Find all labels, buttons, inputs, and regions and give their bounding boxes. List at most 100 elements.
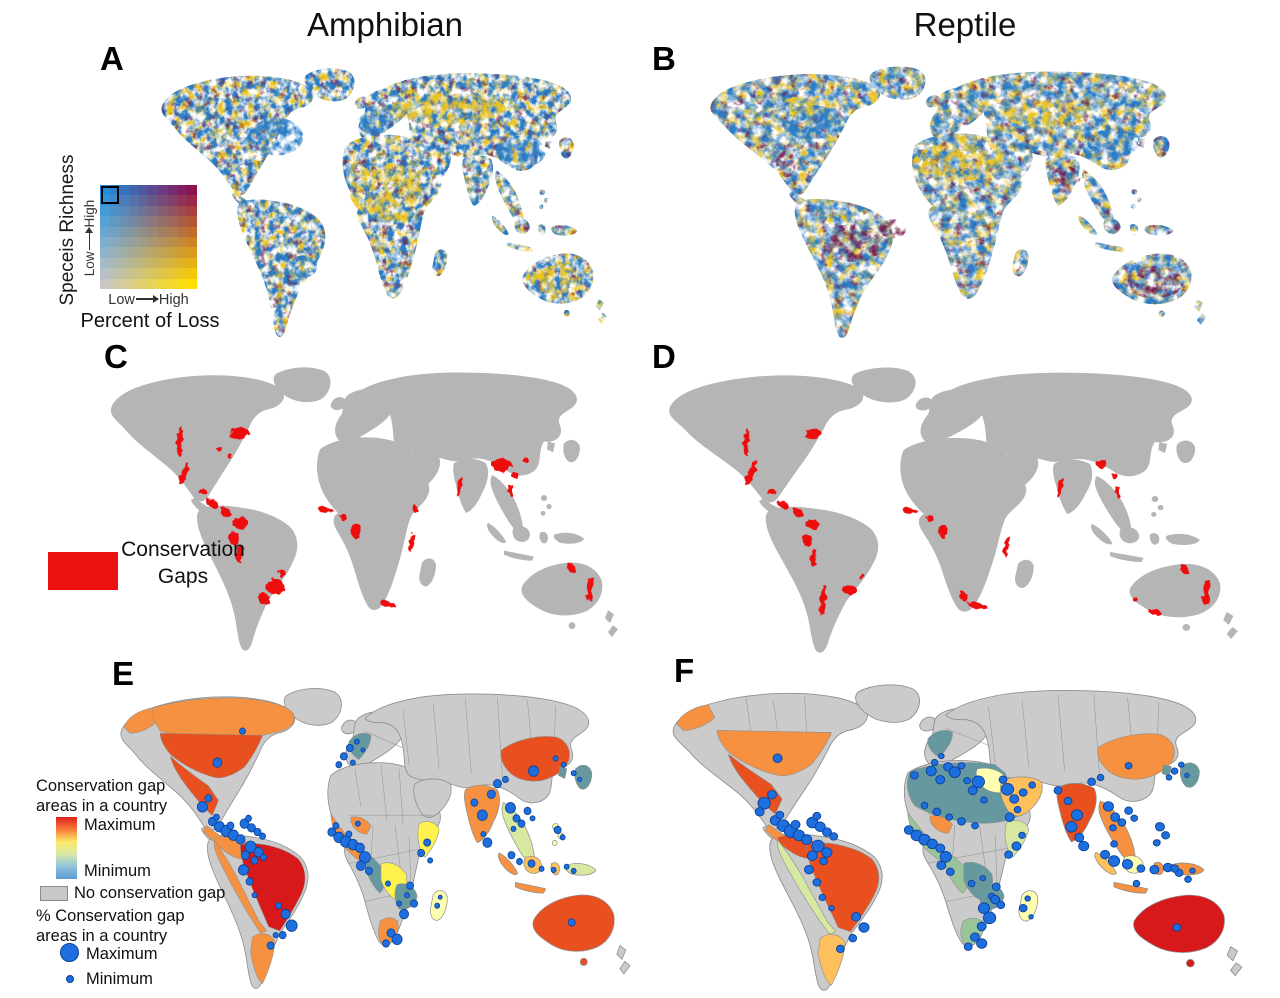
gap-circle <box>204 794 213 803</box>
gap-circle <box>935 774 946 785</box>
gap-circle <box>260 853 267 861</box>
gap-area <box>258 593 270 604</box>
bivar-cell <box>177 205 188 217</box>
gap-circle <box>971 775 985 789</box>
bivar-cell <box>177 278 188 289</box>
bivariate-y-axis-label: Speceis Richness <box>57 154 78 306</box>
bivar-cell <box>100 185 110 196</box>
gap-area <box>351 522 361 539</box>
bivar-cell <box>167 226 178 237</box>
bivar-cell <box>109 195 120 206</box>
bivar-cell <box>109 247 120 258</box>
gap-circle <box>238 864 249 876</box>
bivariate-x-axis-label: Percent of Loss <box>80 310 220 332</box>
bivar-cell <box>109 205 120 217</box>
gap-circle <box>801 834 813 845</box>
bivar-cell <box>119 268 130 279</box>
gap-area <box>232 516 248 529</box>
gap-circle <box>1028 914 1034 920</box>
bivar-cell <box>187 247 197 258</box>
legend-title-line2: areas in a country <box>36 797 168 815</box>
bivar-cell <box>138 216 149 227</box>
gap-circle <box>976 938 988 949</box>
bivar-cell <box>138 185 149 196</box>
gap-circle <box>278 931 287 940</box>
gap-circle <box>480 831 487 838</box>
gap-circle <box>196 801 208 813</box>
bivar-cell <box>109 257 120 269</box>
gap-circle <box>563 863 570 870</box>
gap-circle <box>538 865 545 872</box>
arrow-right-icon <box>135 295 159 303</box>
gap-circle <box>851 912 862 922</box>
gap-circle <box>253 827 262 837</box>
gap-area <box>226 453 232 458</box>
bivar-cell <box>177 185 188 196</box>
bivar-cell <box>100 226 110 237</box>
pct-title-line2: areas in a country <box>36 927 168 945</box>
bivar-cell <box>109 226 120 237</box>
bivar-cell <box>129 226 139 237</box>
gap-circle <box>1011 841 1022 851</box>
bivar-cell <box>100 247 110 258</box>
gap-area <box>1149 609 1161 615</box>
gap-circle <box>963 942 973 951</box>
gap-circle <box>355 820 361 827</box>
gap-circle <box>1102 801 1114 812</box>
gap-area <box>511 472 519 479</box>
bivar-cell <box>119 257 130 269</box>
bivar-cell <box>187 226 197 237</box>
gap-circle <box>790 819 801 830</box>
gap-circle <box>814 821 826 833</box>
gap-circle <box>945 867 955 876</box>
pct-gap-legend-title: % Conservation gap areas in a country <box>36 906 236 946</box>
gap-circle <box>391 933 403 945</box>
gap-circle <box>272 932 279 939</box>
gap-circle <box>345 743 354 753</box>
bivar-cell <box>148 195 159 206</box>
bivariate-y-axis-range: Low High <box>82 186 98 290</box>
bivar-cell <box>158 205 168 217</box>
bivar-cell <box>148 185 159 196</box>
gap-circle <box>757 796 771 810</box>
gap-circle <box>396 900 402 907</box>
gap-circle <box>550 866 557 873</box>
gap-circle <box>948 766 961 778</box>
gap-circle <box>980 796 988 804</box>
bivar-cell <box>167 195 178 206</box>
bivar-cell <box>129 216 139 227</box>
bivar-cell <box>138 195 149 206</box>
gap-circle <box>1149 864 1160 875</box>
bivar-cell <box>177 226 188 237</box>
gap-circle <box>1024 895 1031 902</box>
gap-circle <box>226 821 235 830</box>
gap-circle <box>434 902 441 909</box>
gap-circle <box>811 839 825 853</box>
bivar-cell <box>187 195 197 206</box>
gap-circle <box>754 807 765 817</box>
gap-circle <box>1028 781 1036 789</box>
gap-area <box>805 519 819 529</box>
gap-circle <box>1117 818 1127 827</box>
gap-area <box>566 563 576 572</box>
bivar-cell <box>167 247 178 258</box>
bivar-cell <box>158 236 168 248</box>
gap-circle <box>971 822 979 830</box>
gap-circle <box>339 752 348 761</box>
conservation-gap-areas <box>176 426 594 608</box>
panel-letter-e: E <box>112 655 135 692</box>
gap-circle <box>505 802 516 814</box>
gap-area <box>408 532 416 553</box>
legend-title-line1: Conservation gap <box>36 777 166 795</box>
gap-circle <box>353 738 360 745</box>
pct-max-circle <box>60 943 79 962</box>
gap-area <box>805 428 821 440</box>
bivar-cell <box>129 268 139 279</box>
gap-circle <box>470 798 479 807</box>
gap-area <box>843 585 857 595</box>
gap-circle <box>932 807 942 816</box>
gap-circle <box>939 850 952 863</box>
gap-circle <box>285 919 298 932</box>
gap-area <box>586 575 594 602</box>
bivar-cell <box>119 278 130 289</box>
